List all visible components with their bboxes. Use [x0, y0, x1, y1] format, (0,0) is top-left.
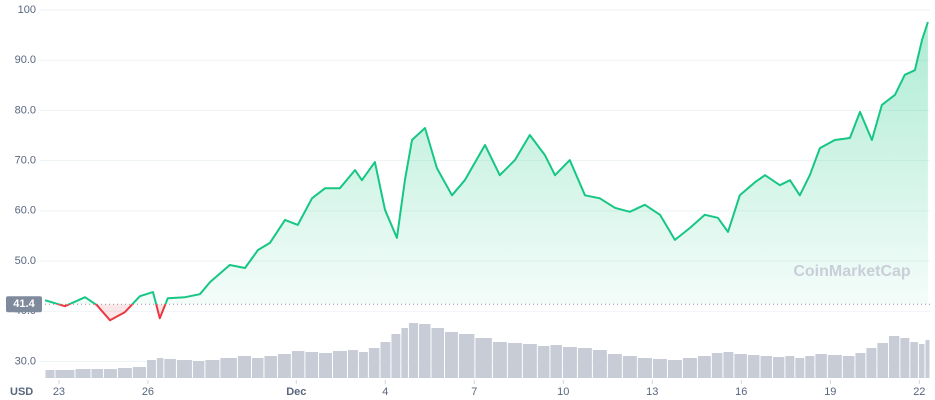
volume-bar — [507, 343, 522, 378]
volume-bar — [723, 352, 734, 378]
volume-bar — [368, 348, 380, 378]
x-tick-label: 13 — [646, 386, 658, 398]
volume-bar — [747, 355, 760, 378]
volume-bar — [760, 356, 772, 378]
volume-bar — [419, 324, 431, 378]
volume-bar — [667, 360, 682, 378]
x-tick-label: 16 — [735, 386, 747, 398]
volume-bar — [391, 334, 401, 378]
volume-bar — [550, 345, 562, 378]
volume-bar — [855, 353, 866, 378]
x-tick-label: 22 — [913, 386, 925, 398]
volume-bar — [815, 354, 827, 378]
y-tick-label: 90.0 — [15, 54, 36, 66]
volume-bar — [319, 353, 332, 378]
volume-bar — [75, 369, 91, 378]
volume-bar — [622, 356, 637, 378]
volume-bar — [45, 370, 55, 378]
y-tick-label: 70.0 — [15, 155, 36, 167]
area-up — [45, 22, 928, 305]
y-tick-label: 100 — [18, 4, 36, 16]
x-tick-label: 4 — [382, 386, 388, 398]
x-tick-label: Dec — [286, 386, 306, 398]
volume-bar — [358, 352, 368, 378]
volume-bar — [842, 356, 855, 378]
volume-bar — [117, 368, 132, 378]
volume-bar — [592, 350, 607, 378]
volume-bar — [900, 338, 910, 378]
volume-bar — [607, 354, 622, 378]
volume-bar — [156, 358, 164, 378]
volume-bar — [866, 348, 877, 378]
x-tick-label: 19 — [824, 386, 836, 398]
volume-bar — [408, 323, 419, 378]
volume-bar — [332, 351, 347, 378]
volume-bar — [305, 352, 319, 378]
volume-bar — [277, 354, 291, 378]
volume-bar — [785, 356, 795, 378]
volume-bar — [577, 348, 592, 378]
volume-bar — [146, 360, 156, 378]
volume-bar — [91, 369, 103, 378]
x-tick-label: 7 — [471, 386, 477, 398]
watermark: CoinMarketCap — [793, 263, 911, 280]
volume-bar — [431, 328, 444, 378]
volume-bar — [827, 355, 842, 378]
volume-bar — [291, 351, 305, 378]
volume-bar — [877, 343, 888, 378]
volume-bar — [220, 358, 237, 378]
baseline-label: 41.4 — [13, 298, 35, 310]
volume-bar — [380, 342, 391, 378]
volume-bar — [795, 358, 805, 378]
volume-bar — [475, 338, 492, 378]
volume-bar — [562, 347, 577, 378]
volume-bar — [264, 356, 277, 378]
y-tick-label: 60.0 — [15, 205, 36, 217]
volume-bar — [910, 342, 918, 378]
volume-bar — [522, 344, 537, 378]
volume-bar — [55, 370, 75, 378]
volume-bar — [925, 340, 930, 378]
volume-bar — [637, 358, 652, 378]
volume-bar — [697, 356, 711, 378]
volume-bar — [682, 358, 697, 378]
x-tick-label: 10 — [557, 386, 569, 398]
volume-bar — [492, 342, 507, 378]
volume-bar — [237, 356, 251, 378]
volume-bar — [164, 359, 176, 378]
volume-bar — [711, 353, 723, 378]
volume-bar — [251, 358, 264, 378]
x-tick-label: 26 — [142, 386, 154, 398]
volume-bar — [192, 361, 205, 378]
volume-bar — [458, 334, 475, 378]
volume-bar — [132, 367, 146, 378]
volume-bar — [401, 328, 408, 378]
volume-bar — [734, 354, 747, 378]
price-line-up — [44, 21, 929, 305]
volume-bar — [537, 346, 550, 378]
x-tick-label: 23 — [53, 386, 65, 398]
volume-bar — [652, 359, 667, 378]
volume-bar — [918, 344, 925, 378]
volume-bar — [103, 369, 117, 378]
volume-bar — [888, 336, 900, 378]
axis-label: USD — [10, 386, 33, 398]
y-tick-label: 80.0 — [15, 104, 36, 116]
volume-bar — [805, 356, 815, 378]
y-tick-label: 30.0 — [15, 355, 36, 367]
baseline-label-box — [6, 296, 42, 313]
volume-bar — [444, 332, 458, 378]
volume-bar — [176, 360, 192, 378]
volume-bar — [205, 360, 220, 378]
volume-bar — [347, 350, 358, 378]
volume-bar — [772, 357, 785, 378]
y-tick-label: 50.0 — [15, 255, 36, 267]
